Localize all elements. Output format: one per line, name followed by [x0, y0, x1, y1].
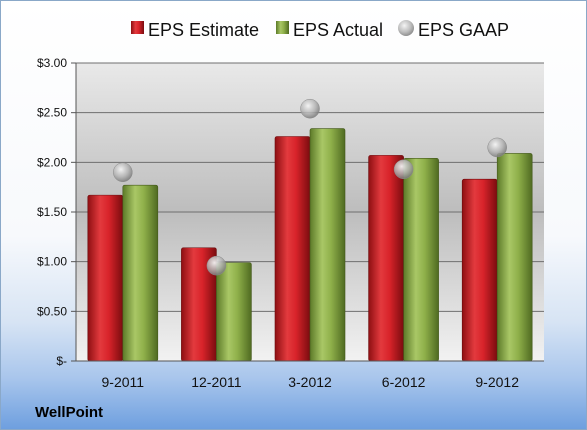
bar-eps-estimate — [87, 194, 124, 362]
y-tick-label: $2.50 — [37, 106, 67, 120]
marker-eps-gaap — [206, 255, 227, 276]
legend-swatch-estimate — [131, 21, 144, 34]
company-name: WellPoint — [35, 404, 103, 421]
bar-eps-actual — [216, 262, 252, 362]
y-axis: $- $0.50 $1.00 $1.50 $2.00 $2.50 $3.00 — [37, 56, 77, 368]
legend-label-estimate: EPS Estimate — [148, 20, 259, 40]
marker-eps-gaap — [300, 98, 320, 119]
y-tick-label: $- — [56, 354, 67, 368]
bar-eps-actual — [403, 158, 439, 362]
legend: EPS Estimate EPS Actual EPS GAAP — [131, 20, 509, 40]
y-tick-label: $0.50 — [37, 304, 67, 318]
x-tick-label: 6-2012 — [382, 374, 426, 390]
x-tick-label: 12-2011 — [191, 374, 242, 390]
legend-swatch-gaap — [398, 20, 414, 36]
legend-label-gaap: EPS GAAP — [418, 20, 509, 40]
x-tick-label: 9-2012 — [475, 374, 519, 390]
bar-eps-actual — [122, 184, 159, 362]
marker-eps-gaap — [393, 159, 414, 180]
bar-eps-actual — [309, 128, 346, 362]
y-tick-label: $1.00 — [37, 255, 67, 269]
bar-eps-actual — [496, 153, 533, 362]
x-tick-label: 3-2012 — [288, 374, 332, 390]
bars — [87, 98, 533, 362]
x-axis: 9-2011 12-2011 3-2012 6-2012 9-2012 — [76, 360, 544, 390]
bar-eps-estimate — [368, 155, 404, 362]
x-tick-label: 9-2011 — [102, 374, 145, 390]
marker-eps-gaap — [487, 137, 507, 158]
marker-eps-gaap — [113, 162, 133, 183]
bar-eps-estimate — [461, 178, 498, 362]
y-tick-label: $1.50 — [37, 205, 67, 219]
legend-label-actual: EPS Actual — [293, 20, 383, 40]
y-tick-label: $2.00 — [37, 155, 67, 169]
legend-swatch-actual — [276, 21, 289, 34]
bar-eps-estimate — [274, 136, 311, 362]
y-tick-label: $3.00 — [37, 56, 67, 70]
